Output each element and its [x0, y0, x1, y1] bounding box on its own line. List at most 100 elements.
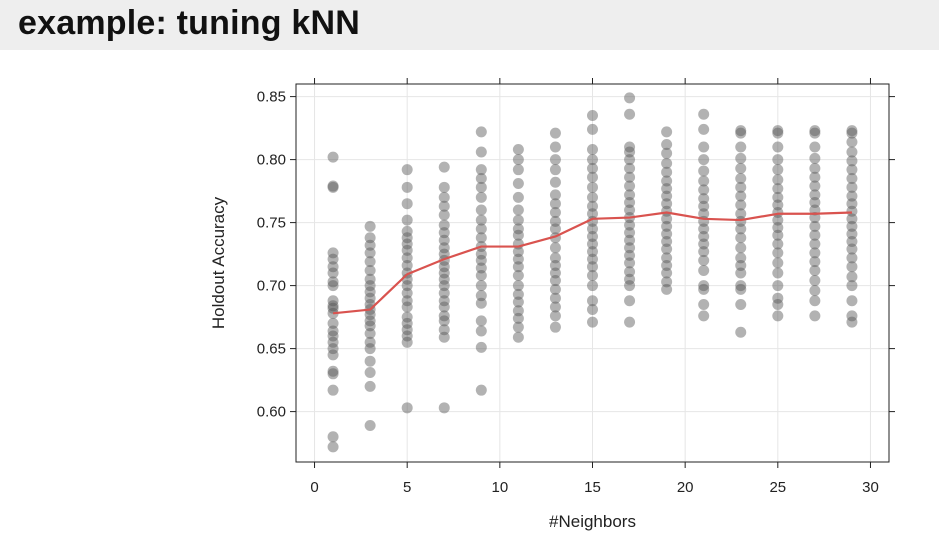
data-point [809, 220, 821, 232]
data-point [438, 181, 450, 193]
data-point [772, 222, 784, 234]
data-point [364, 264, 376, 276]
data-point [364, 286, 376, 298]
data-point [809, 125, 821, 137]
data-point [661, 126, 673, 138]
data-point [587, 144, 598, 156]
data-point [624, 227, 636, 239]
data-point [549, 310, 561, 322]
grid-layer [296, 84, 889, 462]
data-point [327, 181, 339, 193]
data-point [698, 299, 710, 310]
data-point [772, 267, 784, 279]
data-point [735, 242, 747, 254]
data-point [364, 232, 376, 244]
data-point [846, 181, 858, 193]
data-point [846, 236, 858, 247]
data-point [587, 171, 598, 183]
data-point [327, 261, 339, 273]
data-point [475, 232, 487, 244]
data-point [475, 173, 487, 184]
data-point [364, 292, 376, 304]
mean-line-layer [332, 211, 852, 315]
data-point [698, 175, 710, 187]
data-point [438, 315, 450, 327]
data-point [475, 341, 487, 353]
data-point [438, 248, 450, 260]
data-point [327, 247, 339, 259]
data-point [698, 184, 710, 196]
data-point [364, 220, 376, 232]
data-point [772, 154, 784, 166]
data-point [327, 295, 339, 307]
data-point [438, 301, 450, 313]
x-tick-label: 30 [862, 479, 879, 496]
data-point [327, 302, 339, 314]
data-point [364, 327, 376, 339]
data-point [549, 164, 561, 176]
data-point [587, 200, 598, 212]
data-point [438, 234, 450, 246]
data-point [512, 223, 524, 235]
data-point [475, 315, 487, 327]
data-point [772, 299, 784, 310]
data-point [475, 126, 487, 138]
data-point [549, 242, 561, 254]
data-point [698, 108, 710, 120]
data-point [587, 253, 598, 265]
data-point [624, 234, 636, 246]
data-point [512, 312, 524, 324]
x-axis-label: #Neighbors [549, 512, 636, 531]
data-point [809, 180, 821, 192]
data-point [401, 198, 413, 210]
data-point [438, 209, 450, 221]
data-point [401, 402, 413, 414]
data-point [809, 196, 821, 208]
data-point [401, 295, 413, 307]
data-point [846, 155, 858, 167]
data-point [735, 299, 747, 310]
data-point [587, 238, 598, 250]
data-point [587, 154, 598, 166]
data-point [475, 214, 487, 226]
data-point [549, 127, 561, 139]
data-point [438, 295, 450, 307]
data-point [475, 325, 487, 337]
data-point [401, 214, 413, 226]
data-point [549, 215, 561, 227]
data-point [512, 154, 524, 166]
data-point [809, 256, 821, 268]
data-point [327, 300, 339, 312]
data-point [401, 287, 413, 299]
data-point [401, 232, 413, 244]
data-point [438, 161, 450, 173]
axes-layer: 0 5 10 15 20 25 30 0.60 0.65 0.70 0.75 0.80 0.85 [257, 78, 895, 496]
data-point [475, 280, 487, 292]
data-point [624, 189, 636, 201]
data-point [364, 247, 376, 259]
data-point [661, 236, 673, 247]
data-point [512, 144, 524, 156]
data-point [475, 270, 487, 282]
data-point [475, 146, 487, 158]
points-layer [327, 92, 858, 453]
data-point [846, 213, 858, 225]
data-point [512, 204, 524, 216]
y-axis-label: Holdout Accuracy [209, 196, 228, 329]
data-point [327, 317, 339, 329]
data-point [401, 301, 413, 313]
data-point [772, 127, 784, 139]
data-point [809, 238, 821, 250]
data-point [587, 295, 598, 307]
data-point [698, 208, 710, 220]
data-point [661, 183, 673, 195]
y-tick-label: 0.75 [257, 215, 286, 232]
data-point [512, 191, 524, 203]
data-point [364, 309, 376, 321]
data-point [364, 343, 376, 355]
data-point [512, 214, 524, 226]
data-point [624, 219, 636, 231]
data-point [549, 259, 561, 271]
slide-title: example: tuning kNN [18, 4, 360, 42]
